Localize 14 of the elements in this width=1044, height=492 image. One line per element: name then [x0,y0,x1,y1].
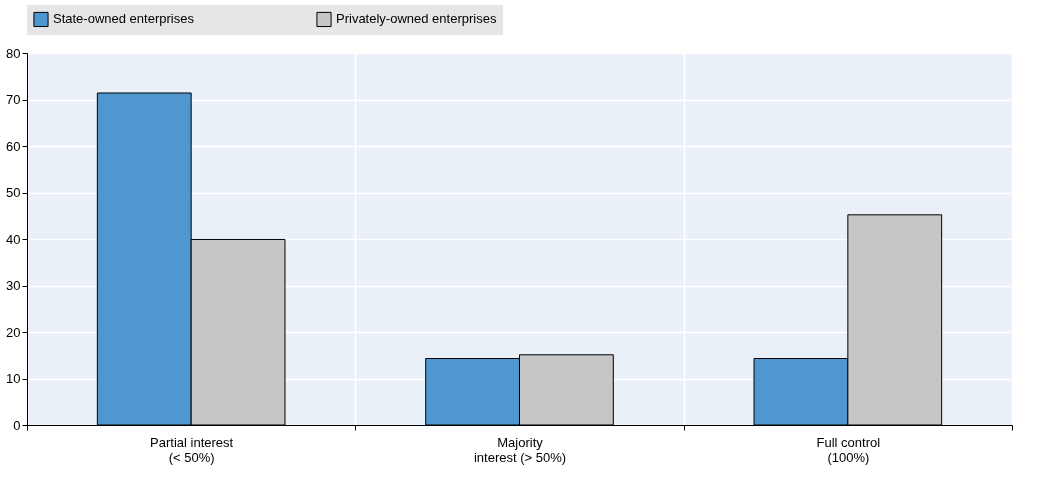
y-tick-label: 60 [6,138,21,154]
y-tick-label: 20 [6,324,21,340]
legend-label: State-owned enterprises [53,11,195,27]
y-tick-label: 30 [6,278,21,293]
x-tick-label: Partial interest (< 50%) [150,434,234,465]
y-tick-label: 80 [6,45,21,61]
y-tick-label: 10 [6,371,21,386]
y-tick-label: 50 [6,185,21,200]
y-tick-label: 40 [6,231,21,247]
x-tick-label: Full control (100%) [816,434,881,465]
y-tick-label: 0 [13,417,21,433]
legend-label: Privately-owned enterprises [336,11,497,27]
x-tick-label: Majority interest (> 50%) [473,434,567,465]
y-tick-label: 70 [6,92,21,107]
